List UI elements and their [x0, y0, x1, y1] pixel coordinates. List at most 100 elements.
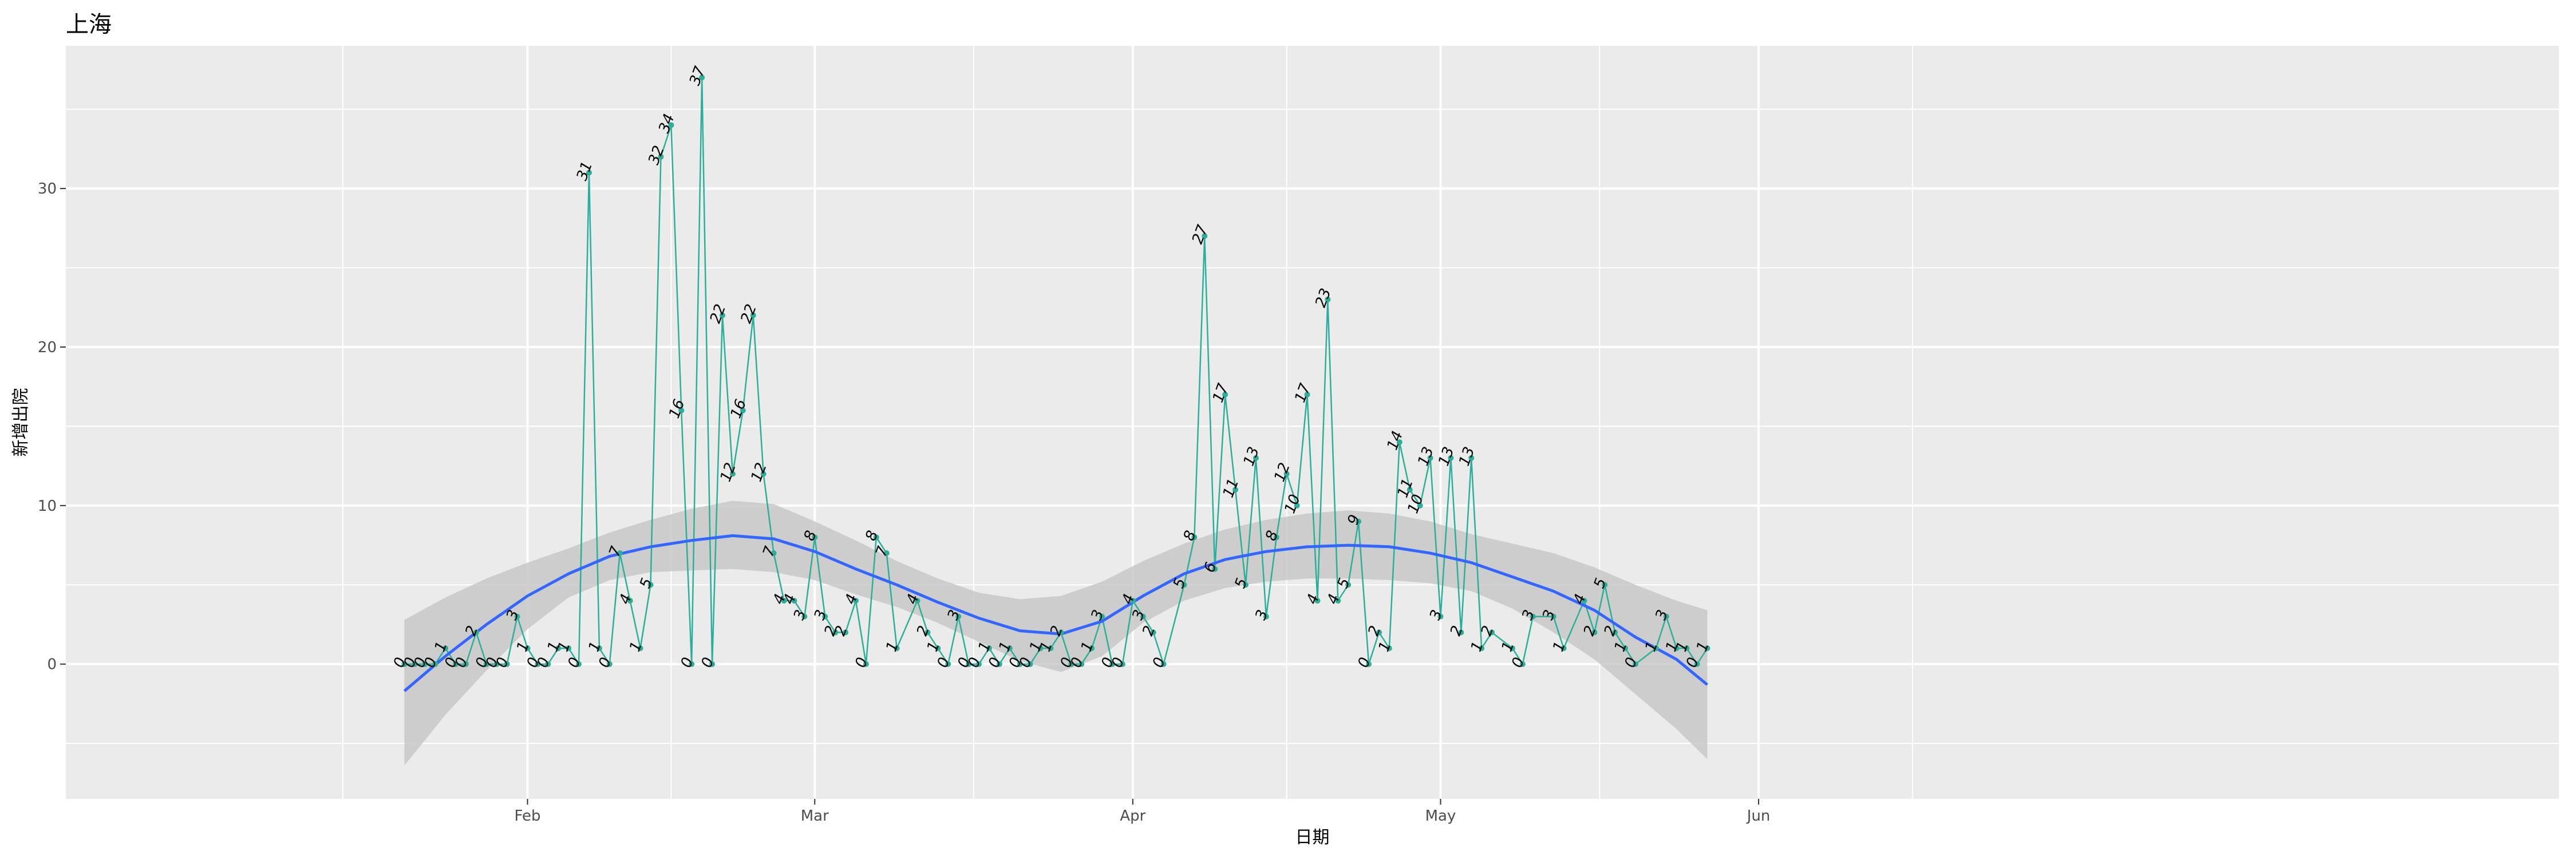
data-point [1212, 566, 1218, 572]
data-point [442, 645, 449, 651]
data-point [1437, 613, 1444, 620]
data-point [1037, 645, 1044, 651]
data-point [740, 407, 746, 413]
data-point [822, 613, 828, 620]
data-point [1704, 645, 1710, 651]
data-point [1612, 629, 1618, 636]
data-point [750, 312, 756, 318]
data-point [483, 661, 489, 667]
data-point [1602, 582, 1608, 588]
data-point [1294, 502, 1300, 509]
data-point [1489, 629, 1495, 636]
data-point [883, 550, 890, 556]
x-tick-label: Feb [514, 807, 540, 825]
data-point [1335, 597, 1341, 604]
data-point [1560, 645, 1567, 651]
data-point [1458, 629, 1464, 636]
data-point [514, 613, 520, 620]
data-point [1283, 471, 1290, 477]
chart-title: 上海 [66, 11, 112, 38]
data-point [1150, 629, 1156, 636]
data-points [401, 74, 1710, 667]
data-point [1078, 661, 1085, 667]
y-tick-label: 10 [38, 498, 57, 515]
data-point [1530, 613, 1536, 620]
data-point [976, 661, 982, 667]
data-point [1694, 661, 1700, 667]
data-point [555, 645, 562, 651]
data-point [1366, 661, 1372, 667]
data-point [1253, 455, 1259, 461]
data-point [1406, 487, 1413, 493]
data-point [1325, 296, 1331, 302]
data-point [1519, 661, 1526, 667]
data-point [719, 312, 725, 318]
data-point [1417, 502, 1423, 509]
y-tick-label: 30 [38, 180, 57, 198]
data-point [1581, 597, 1587, 604]
data-point [422, 661, 428, 667]
data-point [1119, 661, 1125, 667]
data-point [729, 471, 736, 477]
data-point [412, 661, 418, 667]
data-point [453, 661, 459, 667]
y-tick-label: 0 [47, 656, 57, 673]
data-point [791, 597, 797, 604]
data-point [658, 153, 664, 160]
data-point [1048, 645, 1054, 651]
data-point [1232, 487, 1239, 493]
data-point [1263, 613, 1269, 620]
data-point [1017, 661, 1023, 667]
data-point [1622, 645, 1629, 651]
data-point [1222, 392, 1228, 398]
data-point [709, 661, 716, 667]
data-point [1396, 439, 1402, 446]
data-point [924, 629, 931, 636]
data-point [935, 645, 941, 651]
data-point [1591, 629, 1598, 636]
data-point [1006, 645, 1013, 651]
data-point [1386, 645, 1392, 651]
data-point [771, 550, 777, 556]
data-point [1663, 613, 1669, 620]
data-point [781, 597, 787, 604]
data-point [1304, 392, 1310, 398]
data-point [1633, 661, 1639, 667]
data-point [493, 661, 500, 667]
data-point [545, 661, 551, 667]
data-point [566, 645, 572, 651]
data-point [1109, 661, 1116, 667]
data-point [966, 661, 972, 667]
data-point [627, 597, 633, 604]
data-point [1314, 597, 1321, 604]
data-point [843, 629, 849, 636]
data-point [1448, 455, 1454, 461]
series-polyline [404, 77, 1708, 667]
data-point [1027, 661, 1033, 667]
data-point [1653, 645, 1659, 651]
data-point [1673, 645, 1680, 651]
data-point [1099, 613, 1105, 620]
data-point [668, 122, 674, 128]
data-point [1160, 661, 1167, 667]
x-axis-ticks: Feb Mar Apr May Jun [514, 799, 1770, 825]
data-point [760, 471, 767, 477]
x-tick-label: Apr [1120, 807, 1145, 825]
data-point [596, 645, 602, 651]
data-point [1273, 534, 1279, 541]
data-point [1468, 455, 1475, 461]
data-point [1243, 582, 1249, 588]
data-point [1345, 582, 1352, 588]
data-point [1376, 629, 1382, 636]
x-axis-title: 日期 [1295, 828, 1330, 848]
data-point [1181, 582, 1187, 588]
data-point [617, 550, 623, 556]
data-point [689, 661, 695, 667]
x-tick-label: Mar [801, 807, 829, 825]
data-point [852, 597, 859, 604]
data-point [1140, 613, 1146, 620]
data-point [606, 661, 613, 667]
data-point [473, 629, 479, 636]
data-point [996, 661, 1002, 667]
data-point [1550, 613, 1556, 620]
